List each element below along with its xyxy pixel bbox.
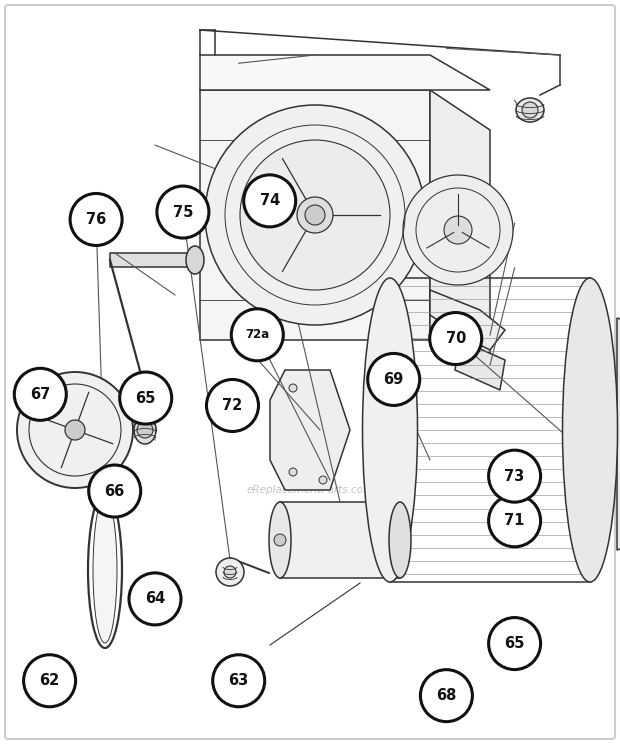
Text: 65: 65 <box>505 636 525 651</box>
Circle shape <box>70 193 122 246</box>
Ellipse shape <box>389 502 411 578</box>
Polygon shape <box>110 253 200 267</box>
Ellipse shape <box>562 278 618 582</box>
Text: eReplacementParts.com: eReplacementParts.com <box>246 485 374 495</box>
Circle shape <box>157 186 209 238</box>
Circle shape <box>65 420 85 440</box>
Text: 74: 74 <box>260 193 280 208</box>
Circle shape <box>297 197 333 233</box>
Ellipse shape <box>93 497 117 643</box>
Circle shape <box>24 655 76 707</box>
Text: 64: 64 <box>145 591 165 606</box>
Circle shape <box>274 534 286 546</box>
Circle shape <box>444 216 472 244</box>
Circle shape <box>216 558 244 586</box>
Circle shape <box>240 140 390 290</box>
Text: 65: 65 <box>136 391 156 405</box>
Circle shape <box>206 379 259 432</box>
Circle shape <box>224 566 236 578</box>
Circle shape <box>489 618 541 670</box>
Ellipse shape <box>269 502 291 578</box>
Text: 72a: 72a <box>245 328 270 341</box>
Text: 67: 67 <box>30 387 50 402</box>
Circle shape <box>120 372 172 424</box>
Polygon shape <box>270 370 350 490</box>
FancyBboxPatch shape <box>5 5 615 739</box>
Circle shape <box>522 102 538 118</box>
Polygon shape <box>200 55 490 90</box>
Circle shape <box>244 175 296 227</box>
Circle shape <box>129 573 181 625</box>
Circle shape <box>403 175 513 285</box>
Circle shape <box>89 465 141 517</box>
Text: 72: 72 <box>223 398 242 413</box>
Polygon shape <box>455 340 505 390</box>
Circle shape <box>231 309 283 361</box>
Circle shape <box>305 205 325 225</box>
Circle shape <box>289 468 297 476</box>
Circle shape <box>137 422 153 438</box>
Text: 63: 63 <box>229 673 249 688</box>
Ellipse shape <box>516 98 544 122</box>
Text: 76: 76 <box>86 212 106 227</box>
Text: 73: 73 <box>505 469 525 484</box>
Circle shape <box>319 476 327 484</box>
Circle shape <box>430 312 482 365</box>
Polygon shape <box>430 290 505 350</box>
Polygon shape <box>200 90 430 340</box>
Ellipse shape <box>363 278 417 582</box>
Ellipse shape <box>186 246 204 274</box>
Ellipse shape <box>134 416 156 444</box>
Text: 70: 70 <box>446 331 466 346</box>
Text: 75: 75 <box>173 205 193 219</box>
Circle shape <box>205 105 425 325</box>
Polygon shape <box>617 318 620 550</box>
Circle shape <box>289 384 297 392</box>
Text: 71: 71 <box>505 513 525 528</box>
Text: 66: 66 <box>105 484 125 498</box>
Text: 62: 62 <box>40 673 60 688</box>
Circle shape <box>368 353 420 405</box>
Circle shape <box>420 670 472 722</box>
Circle shape <box>14 368 66 420</box>
Text: 69: 69 <box>384 372 404 387</box>
Circle shape <box>213 655 265 707</box>
Text: 68: 68 <box>436 688 456 703</box>
Circle shape <box>489 495 541 547</box>
Circle shape <box>489 450 541 502</box>
Circle shape <box>17 372 133 488</box>
Polygon shape <box>280 502 400 578</box>
Polygon shape <box>430 90 490 380</box>
